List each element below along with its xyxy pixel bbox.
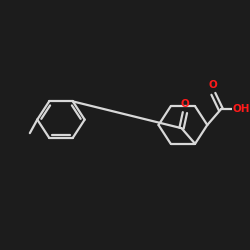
Text: O: O (180, 99, 189, 109)
Text: O: O (209, 80, 218, 90)
Text: OH: OH (233, 104, 250, 115)
